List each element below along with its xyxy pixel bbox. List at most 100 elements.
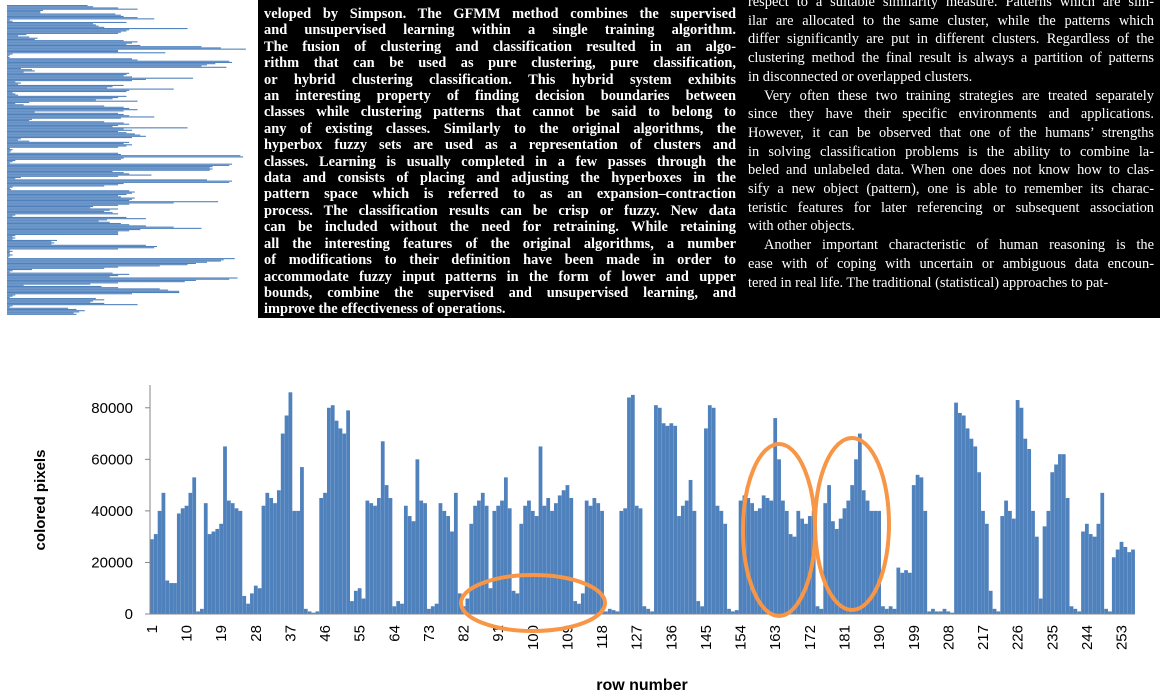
bar [265,493,269,614]
bar [358,588,362,614]
bar [381,441,385,614]
bar [215,529,219,614]
profile-bar [7,150,11,151]
bar [269,498,273,614]
bar [908,573,912,614]
profile-bar [7,90,129,91]
profile-bar [7,241,51,242]
bar [731,611,735,614]
bar [258,588,262,614]
profile-bar [7,79,146,80]
bar [943,609,947,614]
bar [442,511,446,614]
bar [208,534,212,614]
profile-bar [7,130,132,131]
bar [581,593,585,614]
bar [531,511,535,614]
profile-bar [7,13,115,14]
x-tick-label: 226 [1010,625,1027,650]
x-tick-label: 100 [525,625,542,650]
profile-bar [7,199,132,200]
text-line: veloped by Simpson. The GFMM method comb… [264,6,736,22]
profile-bar [7,230,129,231]
bar [631,395,635,614]
profile-bar [7,57,10,58]
profile-bar [7,204,129,205]
bar [981,511,985,614]
profile-bar [7,213,118,214]
bar [893,609,897,614]
profile-bar [7,43,132,44]
profile-bar [7,93,15,94]
bar [546,498,550,614]
bar [385,485,389,614]
profile-bar [7,284,90,285]
bar [150,539,154,614]
profile-bar [7,166,213,167]
bar [335,421,339,614]
profile-bar [7,46,201,47]
bar [181,508,185,614]
profile-bar [7,38,38,39]
profile-bar [7,28,188,29]
bar [639,508,643,614]
bar [993,609,997,614]
bar [342,434,346,614]
bar [339,428,343,614]
profile-bar [7,76,132,77]
profile-bar [7,305,13,306]
bar [1012,519,1016,614]
profile-bar [7,53,13,54]
bar [666,426,670,614]
bar [1077,611,1081,614]
bar [281,434,285,614]
bar [796,511,800,614]
bar [800,519,804,614]
profile-bar [7,178,15,179]
bar [242,596,246,614]
profile-bar [7,61,229,62]
text-line: The fusion of clustering and classificat… [264,39,736,55]
profile-bar [7,270,13,271]
bar [843,508,847,614]
profile-bar [7,27,104,28]
profile-bar [7,125,118,126]
profile-bar [7,115,129,116]
text-line: tered in real life. The traditional (sta… [748,274,1154,293]
bar [673,426,677,614]
x-tick-label: 208 [940,625,957,650]
text-line: rithm that can be used as pure clusterin… [264,55,736,71]
profile-bar [7,44,126,45]
bar [766,498,770,614]
profile-bar [7,159,121,160]
profile-bar [7,286,101,287]
profile-bar [7,253,10,254]
text-line: since they have their specific environme… [748,105,1154,124]
x-tick-label: 19 [213,625,230,642]
bar [812,511,816,614]
profile-bar [7,218,146,219]
profile-bar [7,293,132,294]
profile-bar [7,252,10,253]
x-axis-title: row number [596,677,688,694]
profile-bar [7,214,15,215]
bar [935,611,939,614]
y-tick-label: 60000 [91,451,133,468]
profile-bar [7,24,96,25]
profile-bar [7,173,129,174]
bar [454,493,458,614]
bar [173,583,177,614]
profile-bar [7,238,15,239]
bar [885,609,889,614]
bar [512,591,516,614]
bar [539,446,543,614]
profile-bar [7,311,79,312]
text-line: Another important characteristic of huma… [748,236,1154,255]
profile-bar [7,302,90,303]
bar [850,485,854,614]
profile-bar [7,271,10,272]
bar [1131,550,1135,614]
profile-bar [7,22,126,23]
profile-bar [7,175,151,176]
